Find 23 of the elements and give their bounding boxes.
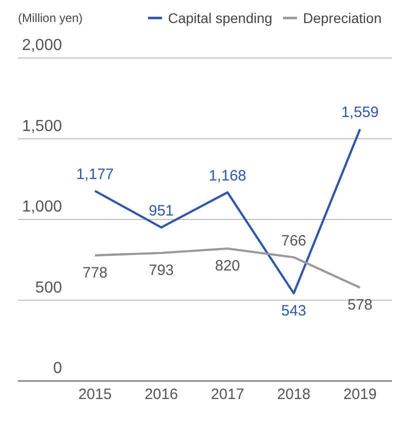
y-tick-label: 0 (53, 360, 62, 377)
data-label: 1,177 (76, 166, 114, 183)
data-label: 1,559 (341, 104, 379, 122)
data-label: 793 (148, 262, 174, 279)
data-label: 543 (281, 302, 306, 320)
data-label: 578 (347, 296, 373, 314)
data-label: 766 (281, 232, 306, 250)
y-tick-label: 1,500 (22, 118, 62, 135)
legend-label: Depreciation (303, 10, 382, 26)
data-label: 1,168 (208, 167, 246, 184)
data-label: 778 (82, 264, 108, 282)
x-tick-label: 2019 (343, 386, 377, 403)
data-label: 951 (148, 202, 174, 220)
x-tick-label: 2015 (78, 386, 112, 403)
y-axis-title: (Million yen) (18, 11, 83, 25)
x-tick-label: 2018 (277, 386, 310, 403)
x-tick-label: 2017 (210, 386, 244, 403)
data-label: 820 (214, 258, 240, 275)
y-tick-label: 500 (35, 279, 62, 296)
x-tick-label: 2016 (144, 386, 178, 403)
legend-label: Capital spending (168, 10, 272, 26)
y-tick-label: 2,000 (22, 37, 62, 54)
y-tick-label: 1,000 (22, 198, 62, 216)
